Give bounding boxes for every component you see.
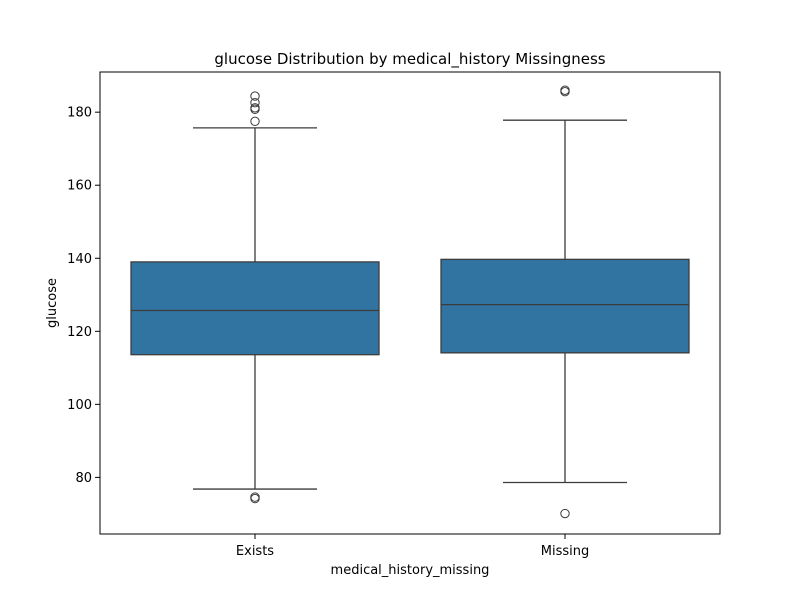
outlier-point (560, 87, 570, 97)
x-tick-label: Missing (541, 544, 589, 559)
box-missing (440, 85, 690, 519)
x-axis-label: medical_history_missing (331, 563, 490, 578)
x-axis: Exists Missing (236, 534, 589, 559)
box-exists (130, 91, 380, 504)
y-tick-label: 100 (67, 398, 92, 413)
outlier-point (250, 493, 260, 504)
iqr-box (440, 258, 690, 354)
y-tick-label: 160 (67, 179, 92, 194)
outlier-point (560, 508, 570, 519)
chart-title: glucose Distribution by medical_history … (214, 50, 605, 69)
outlier-point (250, 97, 260, 108)
y-axis: 80 100 120 140 160 180 (67, 106, 100, 486)
outlier-point (250, 91, 260, 101)
outlier-point (250, 116, 260, 127)
plot-frame (99, 71, 721, 535)
x-tick-label: Exists (236, 544, 274, 559)
y-axis-label: glucose (45, 278, 60, 328)
y-tick-label: 140 (67, 252, 92, 267)
iqr-box (130, 261, 380, 356)
y-tick-label: 120 (67, 325, 92, 340)
box-series (130, 85, 690, 519)
y-tick-label: 180 (67, 106, 92, 121)
outlier-point (250, 104, 260, 114)
y-tick-label: 80 (75, 471, 92, 486)
